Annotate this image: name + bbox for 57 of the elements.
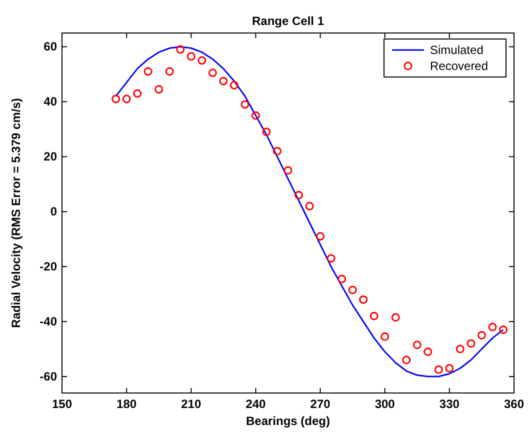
- point: [477, 331, 486, 340]
- point: [176, 45, 185, 54]
- point: [186, 52, 196, 61]
- point: [305, 202, 314, 210]
- x-tick-label: 150: [52, 397, 72, 411]
- y-tick-label: -40: [40, 314, 58, 329]
- point: [112, 94, 120, 104]
- x-axis-title: Bearings (deg): [246, 414, 330, 428]
- point: [348, 286, 357, 294]
- legend-label: Simulated: [430, 43, 484, 57]
- x-tick-label: 270: [310, 397, 331, 411]
- point: [262, 128, 271, 136]
- x-tick-label: 210: [181, 397, 202, 411]
- point: [488, 322, 497, 332]
- x-tick-label: 330: [439, 397, 460, 411]
- point: [284, 166, 292, 175]
- point: [144, 67, 152, 76]
- x-tick-label: 300: [374, 397, 396, 411]
- point: [165, 67, 174, 76]
- y-tick-label: -20: [40, 260, 58, 274]
- point: [412, 340, 422, 350]
- y-tick-label: 60: [44, 40, 58, 54]
- point: [456, 344, 464, 354]
- point: [133, 89, 142, 98]
- point: [359, 295, 368, 304]
- point: [230, 80, 238, 90]
- point: [208, 68, 217, 78]
- point: [219, 76, 228, 86]
- y-tick-label: 40: [44, 94, 58, 109]
- point: [154, 85, 164, 94]
- point: [498, 326, 508, 334]
- point: [272, 146, 282, 156]
- chart-title: Range Cell 1: [252, 14, 324, 28]
- point: [445, 364, 454, 373]
- y-tick-label: 20: [44, 150, 58, 164]
- y-tick-label: 0: [50, 204, 58, 219]
- legend-label: Recovered: [430, 59, 488, 73]
- point: [380, 332, 390, 341]
- point: [316, 232, 325, 241]
- x-tick-label: 240: [246, 397, 266, 411]
- point: [326, 254, 336, 263]
- y-axis-title: Radial Velocity (RMS Error = 5.379 cm/s): [9, 98, 23, 328]
- point: [434, 365, 443, 374]
- y-tick-label: -60: [40, 370, 58, 384]
- point: [294, 190, 304, 200]
- point: [240, 100, 250, 109]
- point: [122, 94, 131, 104]
- point: [402, 356, 411, 364]
- point: [338, 274, 346, 284]
- point: [466, 339, 476, 348]
- point: [424, 348, 432, 356]
- x-tick-label: 360: [504, 397, 524, 411]
- point: [370, 312, 378, 320]
- point: [251, 111, 260, 120]
- point: [391, 313, 400, 322]
- x-tick-label: 180: [116, 397, 137, 411]
- point: [198, 56, 206, 65]
